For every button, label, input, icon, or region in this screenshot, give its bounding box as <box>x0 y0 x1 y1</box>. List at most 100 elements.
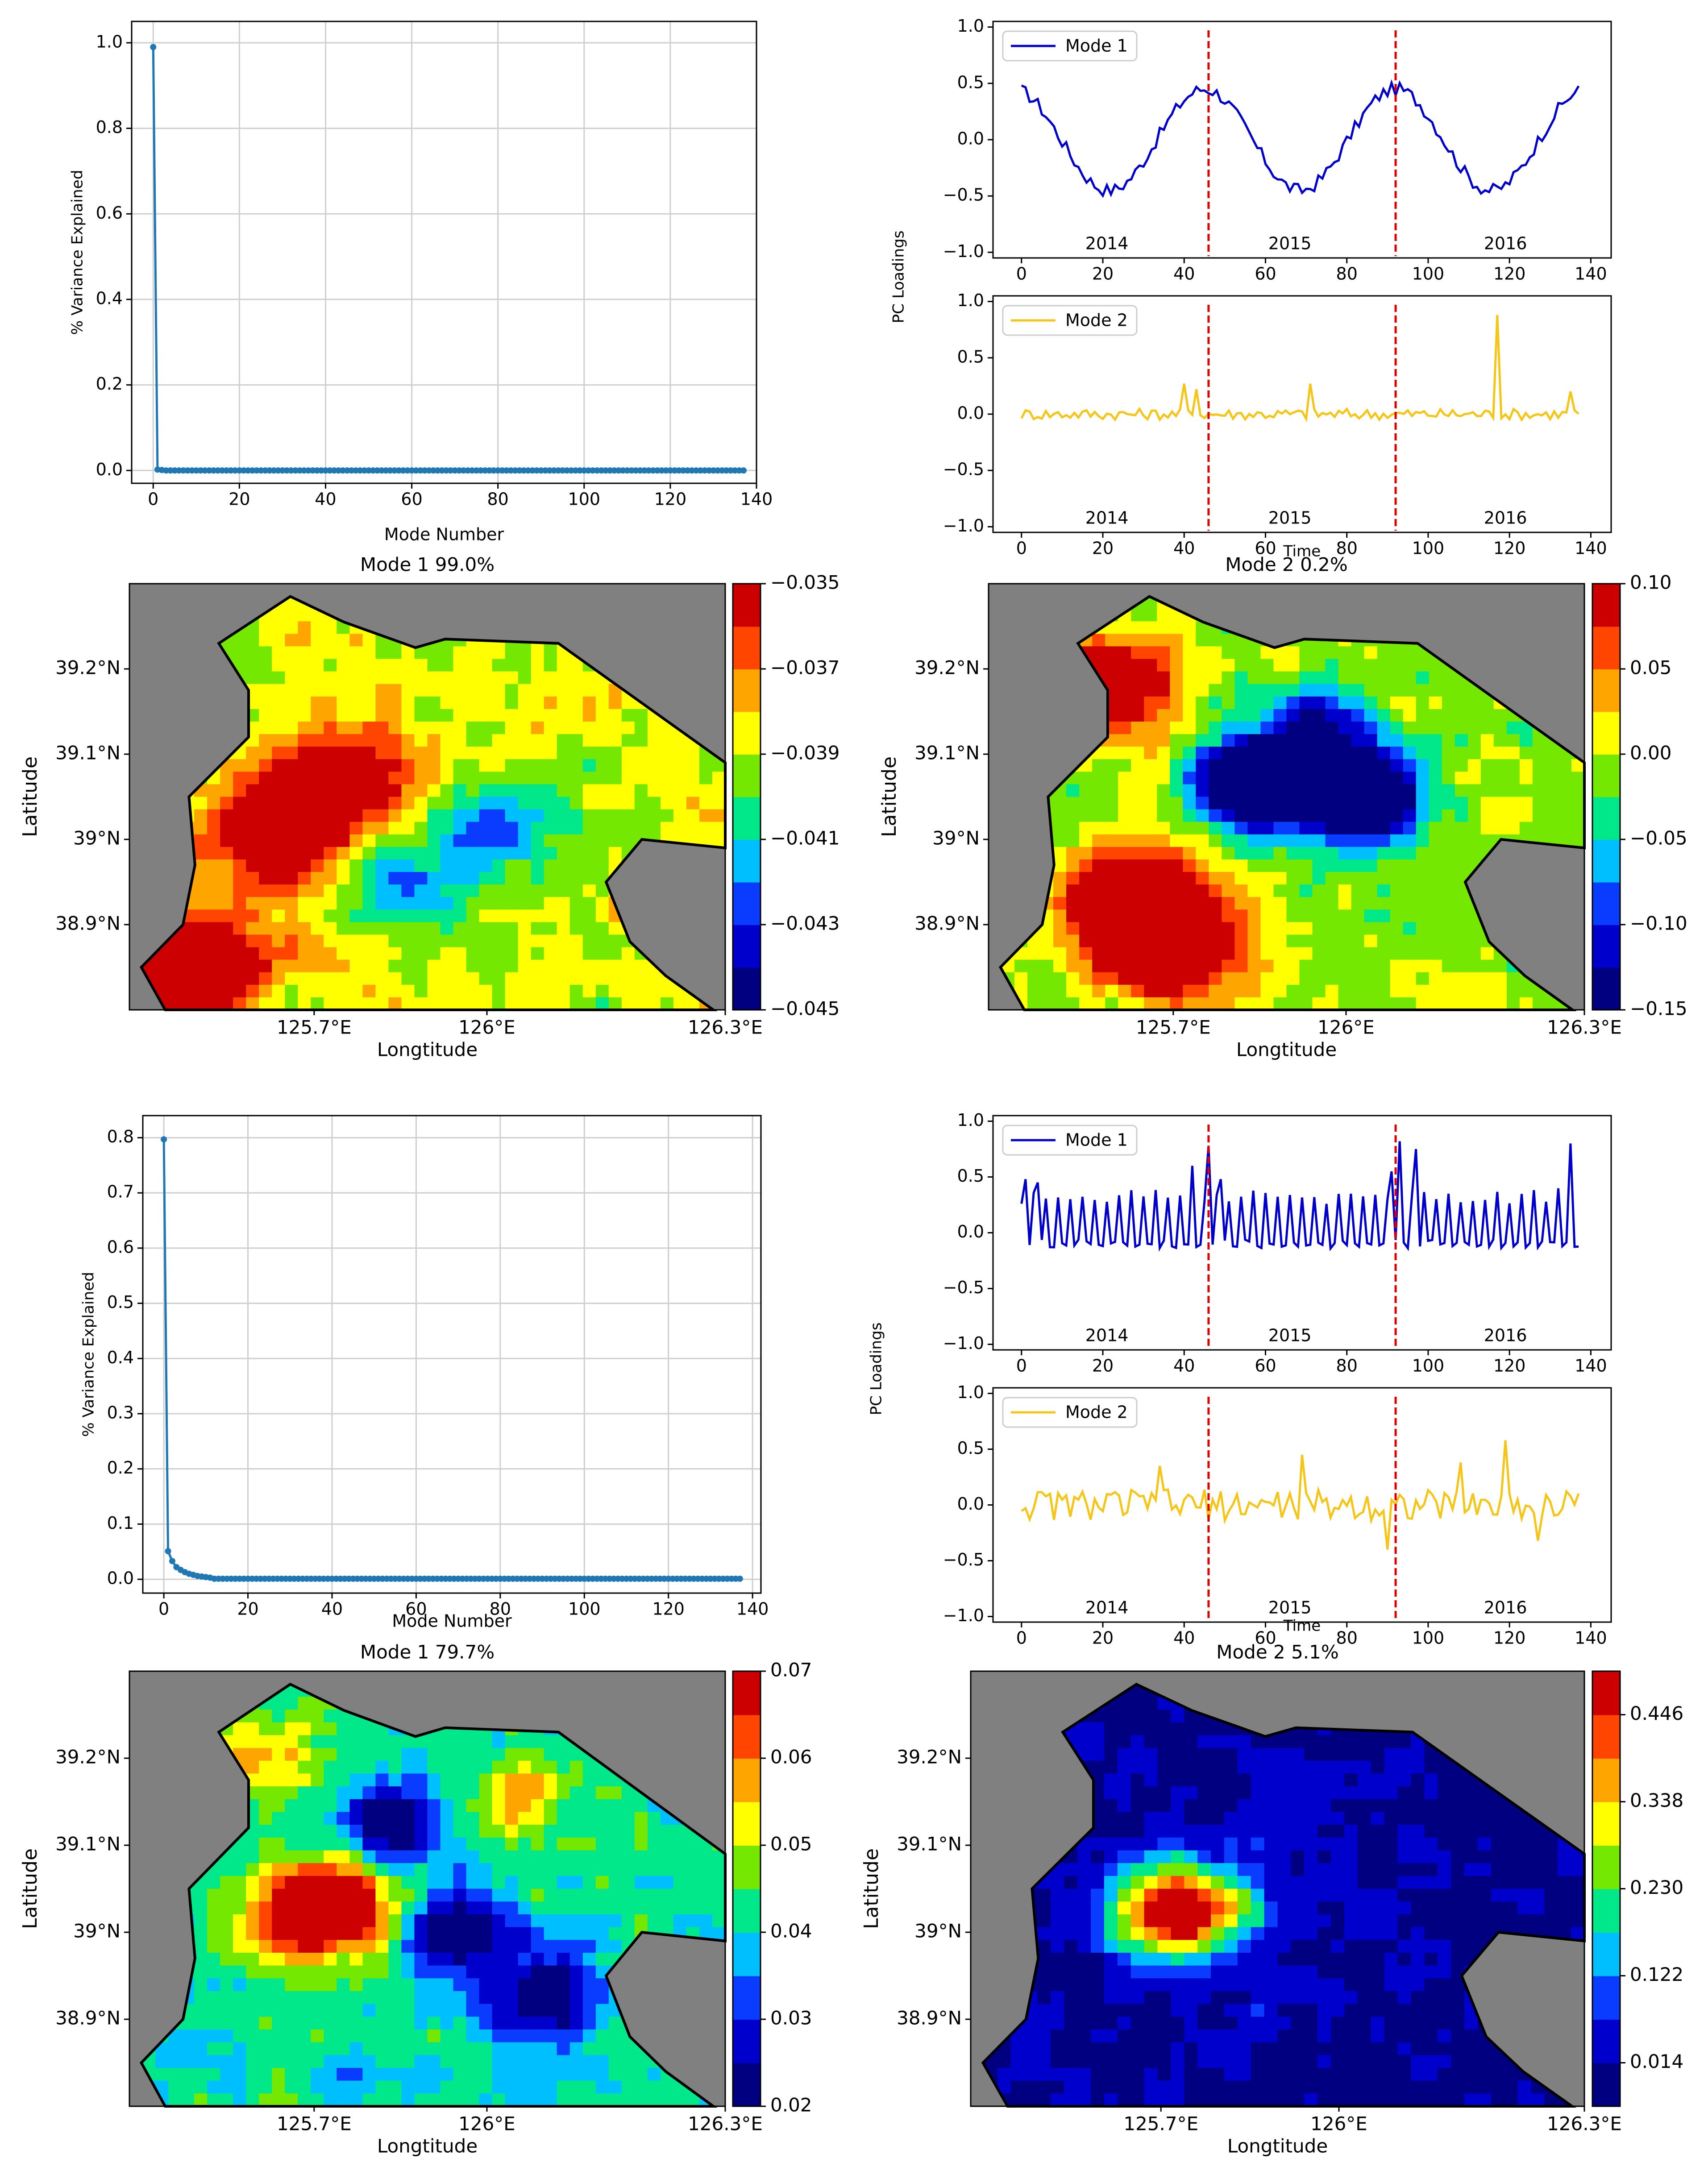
contour-cell <box>311 646 324 660</box>
contour-cell <box>220 1965 234 1979</box>
contour-cell <box>1183 634 1197 647</box>
contour-cell <box>1170 684 1184 697</box>
contour-cell <box>311 884 324 898</box>
contour-cell <box>1131 797 1145 810</box>
contour-cell <box>1286 847 1300 860</box>
contour-cell <box>1079 909 1093 923</box>
contour-cell <box>233 1901 247 1915</box>
contour-cell <box>259 1965 273 1979</box>
contour-cell <box>1131 684 1145 697</box>
contour-cell <box>466 1978 480 1992</box>
contour-cell <box>453 922 467 935</box>
contour-cell <box>608 1863 622 1876</box>
contour-cell <box>1312 959 1326 973</box>
contour-cell <box>1571 784 1584 797</box>
contour-cell <box>505 659 519 672</box>
contour-cell <box>285 1697 299 1710</box>
contour-cell <box>259 947 273 960</box>
contour-cell <box>298 747 312 760</box>
contour-cell <box>518 684 532 697</box>
contour-cell <box>272 1760 286 1774</box>
contour-cell <box>427 934 441 948</box>
contour-cell <box>311 809 324 822</box>
contour-cell <box>362 772 376 785</box>
variance-point <box>546 467 553 474</box>
contour-cell <box>388 1940 402 1953</box>
contour-cell <box>1183 822 1197 835</box>
contour-cell <box>1118 646 1132 660</box>
contour-cell <box>414 734 428 747</box>
x-tick-label: 126°E <box>458 1017 515 1038</box>
contour-cell <box>1286 884 1300 898</box>
y-tick-label: 38.9°N <box>55 913 121 934</box>
contour-cell <box>349 1965 363 1979</box>
contour-cell <box>246 784 260 797</box>
contour-cell <box>1131 634 1145 647</box>
contour-cell <box>324 734 337 747</box>
contour-cell <box>272 1786 286 1800</box>
contour-cell <box>1325 809 1339 822</box>
contour-cell <box>233 1927 247 1941</box>
contour-cell <box>1338 709 1352 722</box>
y-tick-label: 0.5 <box>957 1438 984 1458</box>
contour-cell <box>1390 959 1404 973</box>
contour-cell <box>569 684 583 697</box>
x-axis-label: Time <box>1283 543 1321 560</box>
contour-cell <box>1506 997 1520 1010</box>
y-tick-label: 1.0 <box>957 1382 984 1402</box>
contour-cell <box>479 1786 493 1800</box>
contour-cell <box>557 1965 570 1979</box>
contour-cell <box>1157 734 1171 747</box>
variance-point <box>395 467 402 474</box>
y-tick-label: 0.0 <box>957 1222 984 1241</box>
contour-cell <box>324 634 337 647</box>
contour-cell <box>401 859 415 872</box>
contour-cell <box>440 1863 454 1876</box>
contour-cell <box>1312 897 1326 910</box>
variance-point <box>723 467 730 474</box>
contour-cell <box>349 671 363 685</box>
contour-cell <box>337 1914 350 1928</box>
contour-cell <box>1467 822 1481 835</box>
contour-cell <box>621 1825 635 1838</box>
variance-point <box>516 467 523 474</box>
contour-cell <box>1416 784 1430 797</box>
contour-cell <box>1131 772 1145 785</box>
variance-point <box>559 467 566 474</box>
contour-cell <box>337 1825 350 1838</box>
contour-cell <box>1364 759 1378 772</box>
contour-cell <box>1196 646 1209 660</box>
contour-cell <box>337 1952 350 1966</box>
contour-cell <box>1519 809 1533 822</box>
contour-cell <box>362 696 376 710</box>
contour-cell <box>595 684 609 697</box>
contour-cell <box>466 1786 480 1800</box>
x-tick-label: 100 <box>568 490 601 509</box>
contour-cell <box>1338 884 1352 898</box>
contour-cell <box>1092 909 1106 923</box>
contour-cell <box>595 747 609 760</box>
contour-cell <box>1092 997 1106 1010</box>
variance-point <box>165 1548 171 1554</box>
contour-cell <box>272 671 286 685</box>
contour-cell <box>1209 646 1222 660</box>
contour-cell <box>1390 659 1404 672</box>
contour-cell <box>608 1914 622 1928</box>
contour-cell <box>401 684 415 697</box>
contour-cell <box>582 834 596 847</box>
contour-cell <box>311 1710 324 1723</box>
contour-cell <box>207 897 221 910</box>
contour-cell <box>518 1799 532 1813</box>
contour-cell <box>375 972 389 985</box>
contour-cell <box>349 1850 363 1864</box>
contour-cell <box>492 884 506 898</box>
contour-cell <box>440 1952 454 1966</box>
contour-cell <box>1325 872 1339 885</box>
contour-cell <box>168 984 182 998</box>
contour-cell <box>634 1825 648 1838</box>
contour-cell <box>1286 772 1300 785</box>
contour-cell <box>1144 696 1158 710</box>
contour-cell <box>349 1773 363 1787</box>
contour-cell <box>1455 859 1468 872</box>
contour-cell <box>1403 859 1417 872</box>
